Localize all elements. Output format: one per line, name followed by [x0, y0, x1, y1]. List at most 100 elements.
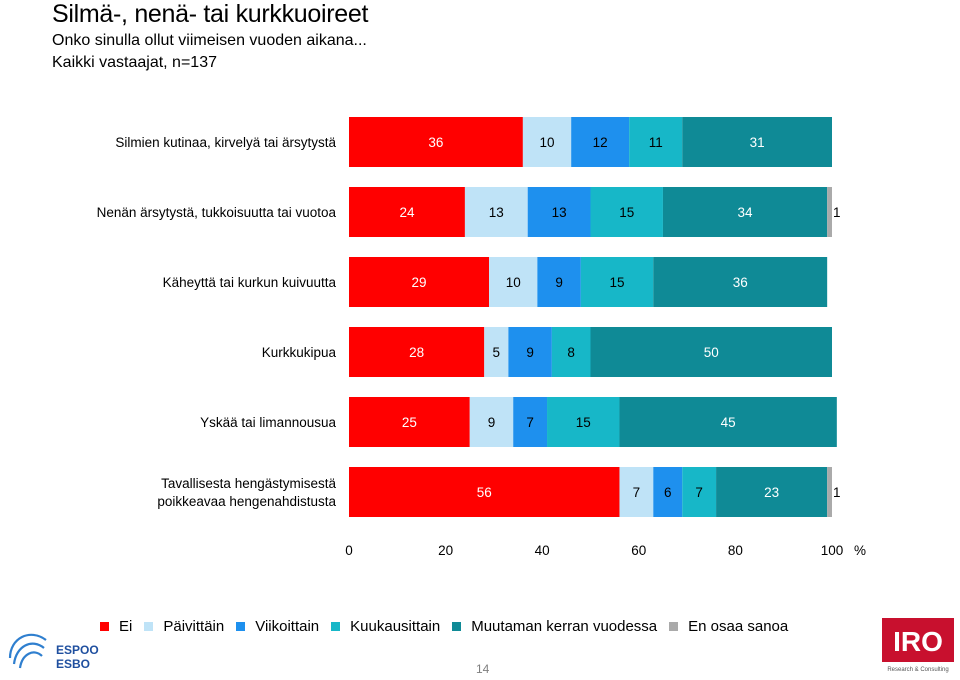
bar-segment — [537, 257, 581, 307]
legend-swatch — [331, 622, 341, 631]
bar-segment — [349, 327, 485, 377]
bar-segment — [662, 187, 828, 237]
bar-segment — [349, 257, 490, 307]
data-label: 12 — [593, 135, 608, 150]
data-label: 23 — [764, 485, 779, 500]
iro-logo-text: IRO — [893, 626, 943, 657]
page-title: Silmä-, nenä- tai kurkkuoireet — [52, 0, 369, 28]
iro-tagline: Research & Consulting — [887, 667, 948, 673]
legend-item: Ei — [100, 618, 132, 635]
bar-segment — [590, 187, 663, 237]
data-label: 25 — [402, 415, 417, 430]
legend-label: Kuukausittain — [350, 618, 441, 635]
bar-segment — [590, 327, 832, 377]
data-label: 11 — [649, 135, 663, 150]
data-label: 29 — [412, 275, 427, 290]
espoo-text: ESPOO — [56, 643, 99, 657]
espoo-logo: ESPOO ESBO — [8, 633, 99, 671]
sample-size: Kaikki vastaajat, n=137 — [52, 54, 217, 71]
legend-swatch — [236, 622, 246, 631]
bar-segment — [547, 397, 620, 447]
legend-item: Viikoittain — [236, 618, 319, 635]
data-label: 9 — [488, 415, 496, 430]
chart-subtitle: Onko sinulla ollut viimeisen vuoden aika… — [52, 32, 367, 49]
stacked-bar-chart: Silmien kutinaa, kirvelyä tai ärsytystä 3… — [97, 117, 866, 558]
bar-segment — [464, 187, 528, 237]
data-label: 15 — [619, 205, 634, 220]
category-label: poikkeavaa hengenahdistusta — [157, 494, 336, 509]
data-label: 1 — [833, 485, 841, 500]
data-label: 10 — [506, 275, 521, 290]
data-label: 50 — [704, 345, 719, 360]
bar-segment — [629, 117, 683, 167]
legend-item: Muutaman kerran vuodessa — [452, 618, 657, 635]
bar-segment — [489, 257, 538, 307]
page-number: 14 — [476, 662, 490, 676]
bar-segment — [827, 467, 832, 517]
data-label: 36 — [428, 135, 443, 150]
data-label: 9 — [526, 345, 534, 360]
legend-swatch — [144, 622, 154, 631]
bar-segment — [522, 117, 572, 167]
bar-segment — [716, 467, 828, 517]
data-label: 1 — [833, 205, 841, 220]
iro-logo: IRO Research & Consulting — [882, 618, 954, 673]
bar-segment — [551, 327, 591, 377]
bar-segment — [513, 397, 548, 447]
x-axis-unit: % — [854, 543, 866, 558]
data-label: 28 — [409, 345, 424, 360]
legend-swatch — [452, 622, 462, 631]
bar-segment — [682, 467, 717, 517]
category-label: Nenän ärsytystä, tukkoisuutta tai vuotoa — [97, 205, 337, 220]
bar-segment — [508, 327, 552, 377]
x-tick-label: 60 — [631, 543, 646, 558]
data-label: 15 — [610, 275, 625, 290]
x-tick-label: 40 — [535, 543, 550, 558]
category-label: Kurkkukipua — [262, 345, 337, 360]
category-label: Käheyttä tai kurkun kuivuutta — [163, 275, 337, 290]
category-label: Tavallisesta hengästymisestä — [161, 476, 336, 491]
legend-label: Muutaman kerran vuodessa — [471, 618, 658, 635]
chart-legend: Ei Päivittäin Viikoittain Kuukausittain Muut… — [100, 618, 800, 635]
bar-segment — [653, 257, 828, 307]
data-label: 13 — [489, 205, 504, 220]
bar-segment — [349, 467, 620, 517]
legend-label: En osaa sanoa — [688, 618, 789, 635]
data-label: 7 — [695, 485, 703, 500]
bar-segment — [619, 397, 837, 447]
data-label: 9 — [555, 275, 563, 290]
x-tick-label: 100 — [821, 543, 844, 558]
data-label: 7 — [526, 415, 534, 430]
data-label: 10 — [540, 135, 555, 150]
legend-item: Päivittäin — [144, 618, 224, 635]
bar-segment — [827, 187, 832, 237]
data-label: 36 — [733, 275, 748, 290]
data-label: 5 — [493, 345, 501, 360]
data-label: 8 — [567, 345, 575, 360]
data-label: 24 — [399, 205, 415, 220]
legend-label: Ei — [119, 618, 133, 635]
data-label: 6 — [664, 485, 672, 500]
bar-segment — [349, 397, 470, 447]
bar-segment — [580, 257, 654, 307]
esbo-text: ESBO — [56, 657, 90, 671]
data-label: 15 — [576, 415, 591, 430]
bar-segment — [619, 467, 654, 517]
data-label: 34 — [738, 205, 754, 220]
legend-item: Kuukausittain — [331, 618, 440, 635]
bar-segment — [682, 117, 832, 167]
bar-segment — [571, 117, 630, 167]
legend-swatch — [100, 622, 109, 631]
legend-swatch — [669, 622, 679, 631]
data-label: 31 — [750, 135, 765, 150]
data-label: 56 — [477, 485, 492, 500]
category-label: Silmien kutinaa, kirvelyä tai ärsytystä — [115, 135, 336, 150]
legend-label: Viikoittain — [255, 618, 320, 635]
espoo-logo-arc-icon — [8, 633, 47, 659]
bar-segment — [349, 187, 465, 237]
legend-item: En osaa sanoa — [669, 618, 788, 635]
data-label: 7 — [633, 485, 641, 500]
category-label: Yskää tai limannousua — [200, 415, 336, 430]
bar-segment — [653, 467, 683, 517]
x-tick-label: 20 — [438, 543, 453, 558]
